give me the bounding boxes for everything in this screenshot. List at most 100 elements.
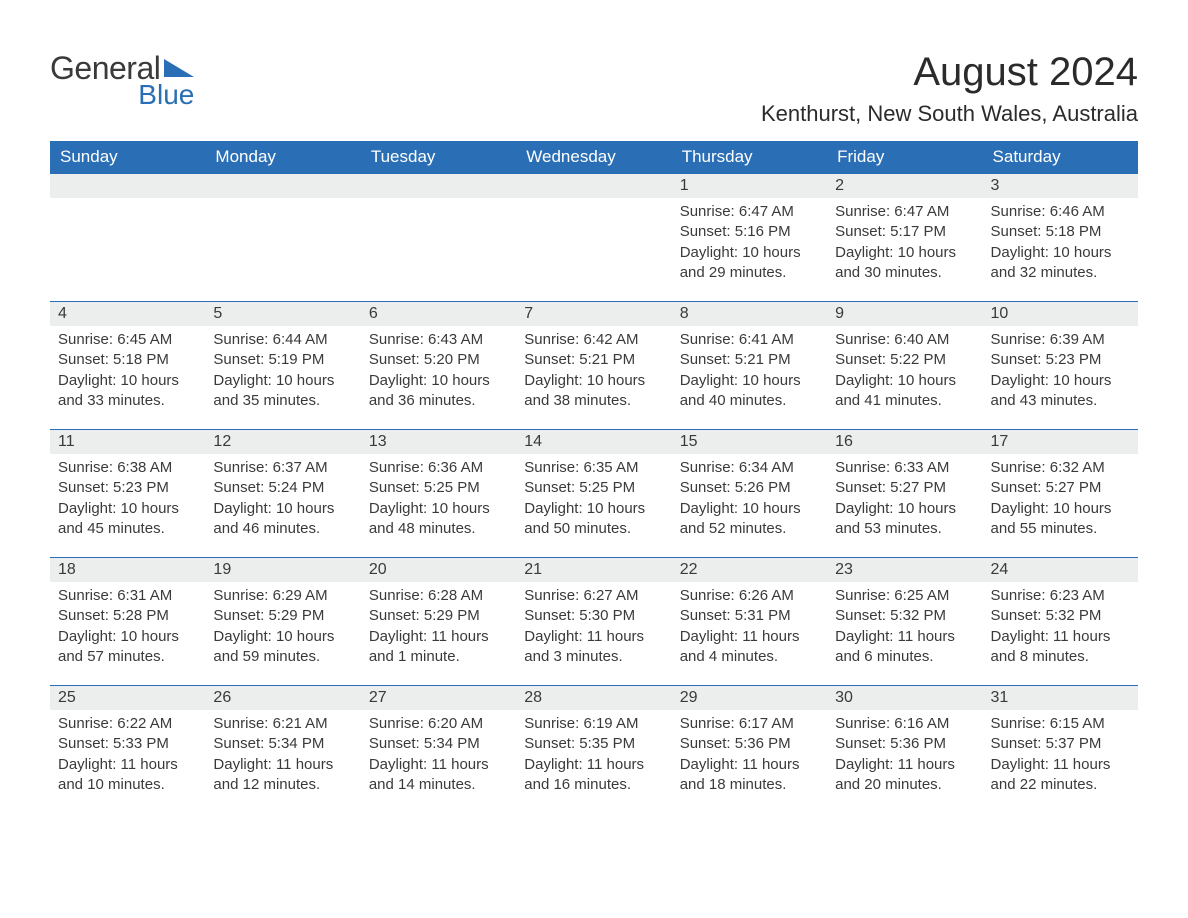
sunrise-text: Sunrise: 6:46 AM (991, 202, 1130, 222)
sunset-text: Sunset: 5:25 PM (369, 478, 508, 498)
sunrise-text: Sunrise: 6:17 AM (680, 714, 819, 734)
daylight-text: Daylight: 11 hours and 4 minutes. (680, 627, 819, 668)
sunrise-text: Sunrise: 6:42 AM (524, 330, 663, 350)
sunrise-text: Sunrise: 6:36 AM (369, 458, 508, 478)
sunrise-text: Sunrise: 6:35 AM (524, 458, 663, 478)
day-number: 27 (361, 686, 516, 710)
sunset-text: Sunset: 5:21 PM (524, 350, 663, 370)
day-number: 18 (50, 558, 205, 582)
day-number: 21 (516, 558, 671, 582)
sunrise-text: Sunrise: 6:31 AM (58, 586, 197, 606)
sunset-text: Sunset: 5:29 PM (369, 606, 508, 626)
day-number: 30 (827, 686, 982, 710)
location: Kenthurst, New South Wales, Australia (761, 101, 1138, 127)
day-body: Sunrise: 6:20 AMSunset: 5:34 PMDaylight:… (361, 710, 516, 813)
sunset-text: Sunset: 5:34 PM (369, 734, 508, 754)
calendar-day: 20Sunrise: 6:28 AMSunset: 5:29 PMDayligh… (361, 558, 516, 686)
sunrise-text: Sunrise: 6:27 AM (524, 586, 663, 606)
daylight-text: Daylight: 11 hours and 14 minutes. (369, 755, 508, 796)
daylight-text: Daylight: 10 hours and 50 minutes. (524, 499, 663, 540)
dow-header-monday: Monday (205, 141, 360, 174)
day-number: 6 (361, 302, 516, 326)
day-number: 2 (827, 174, 982, 198)
day-body: Sunrise: 6:23 AMSunset: 5:32 PMDaylight:… (983, 582, 1138, 685)
day-number: 15 (672, 430, 827, 454)
calendar-day: 25Sunrise: 6:22 AMSunset: 5:33 PMDayligh… (50, 686, 205, 814)
day-body (361, 198, 516, 298)
sunset-text: Sunset: 5:32 PM (835, 606, 974, 626)
day-number: 11 (50, 430, 205, 454)
calendar-day: 6Sunrise: 6:43 AMSunset: 5:20 PMDaylight… (361, 302, 516, 430)
day-number: 10 (983, 302, 1138, 326)
sunset-text: Sunset: 5:36 PM (680, 734, 819, 754)
sunset-text: Sunset: 5:33 PM (58, 734, 197, 754)
daylight-text: Daylight: 10 hours and 36 minutes. (369, 371, 508, 412)
calendar-day: 28Sunrise: 6:19 AMSunset: 5:35 PMDayligh… (516, 686, 671, 814)
daylight-text: Daylight: 10 hours and 30 minutes. (835, 243, 974, 284)
sunset-text: Sunset: 5:26 PM (680, 478, 819, 498)
sunset-text: Sunset: 5:29 PM (213, 606, 352, 626)
calendar-empty (361, 174, 516, 302)
sunset-text: Sunset: 5:34 PM (213, 734, 352, 754)
logo-triangle-icon (164, 55, 194, 82)
sunset-text: Sunset: 5:28 PM (58, 606, 197, 626)
calendar-day: 31Sunrise: 6:15 AMSunset: 5:37 PMDayligh… (983, 686, 1138, 814)
month-title: August 2024 (761, 50, 1138, 95)
daylight-text: Daylight: 10 hours and 46 minutes. (213, 499, 352, 540)
sunset-text: Sunset: 5:37 PM (991, 734, 1130, 754)
day-body: Sunrise: 6:27 AMSunset: 5:30 PMDaylight:… (516, 582, 671, 685)
calendar-row: 1Sunrise: 6:47 AMSunset: 5:16 PMDaylight… (50, 174, 1138, 302)
day-body: Sunrise: 6:29 AMSunset: 5:29 PMDaylight:… (205, 582, 360, 685)
daylight-text: Daylight: 10 hours and 35 minutes. (213, 371, 352, 412)
calendar-day: 26Sunrise: 6:21 AMSunset: 5:34 PMDayligh… (205, 686, 360, 814)
dow-header-thursday: Thursday (672, 141, 827, 174)
day-body: Sunrise: 6:36 AMSunset: 5:25 PMDaylight:… (361, 454, 516, 557)
calendar-table: SundayMondayTuesdayWednesdayThursdayFrid… (50, 141, 1138, 813)
day-body (50, 198, 205, 298)
sunset-text: Sunset: 5:18 PM (58, 350, 197, 370)
sunrise-text: Sunrise: 6:16 AM (835, 714, 974, 734)
sunset-text: Sunset: 5:16 PM (680, 222, 819, 242)
day-body: Sunrise: 6:19 AMSunset: 5:35 PMDaylight:… (516, 710, 671, 813)
day-number: 20 (361, 558, 516, 582)
daylight-text: Daylight: 11 hours and 10 minutes. (58, 755, 197, 796)
sunset-text: Sunset: 5:31 PM (680, 606, 819, 626)
day-number: 22 (672, 558, 827, 582)
day-body: Sunrise: 6:40 AMSunset: 5:22 PMDaylight:… (827, 326, 982, 429)
calendar-day: 24Sunrise: 6:23 AMSunset: 5:32 PMDayligh… (983, 558, 1138, 686)
sunrise-text: Sunrise: 6:33 AM (835, 458, 974, 478)
day-body: Sunrise: 6:22 AMSunset: 5:33 PMDaylight:… (50, 710, 205, 813)
sunset-text: Sunset: 5:25 PM (524, 478, 663, 498)
sunrise-text: Sunrise: 6:23 AM (991, 586, 1130, 606)
daylight-text: Daylight: 11 hours and 1 minute. (369, 627, 508, 668)
day-number: 25 (50, 686, 205, 710)
sunrise-text: Sunrise: 6:19 AM (524, 714, 663, 734)
daylight-text: Daylight: 10 hours and 32 minutes. (991, 243, 1130, 284)
sunrise-text: Sunrise: 6:44 AM (213, 330, 352, 350)
calendar-day: 3Sunrise: 6:46 AMSunset: 5:18 PMDaylight… (983, 174, 1138, 302)
sunset-text: Sunset: 5:24 PM (213, 478, 352, 498)
sunset-text: Sunset: 5:23 PM (991, 350, 1130, 370)
calendar-empty (205, 174, 360, 302)
day-body: Sunrise: 6:47 AMSunset: 5:16 PMDaylight:… (672, 198, 827, 301)
daylight-text: Daylight: 11 hours and 3 minutes. (524, 627, 663, 668)
calendar-day: 7Sunrise: 6:42 AMSunset: 5:21 PMDaylight… (516, 302, 671, 430)
sunrise-text: Sunrise: 6:21 AM (213, 714, 352, 734)
calendar-day: 18 Sunrise: 6:31 AMSunset: 5:28 PMDayligh… (50, 558, 205, 686)
daylight-text: Daylight: 10 hours and 45 minutes. (58, 499, 197, 540)
daylight-text: Daylight: 11 hours and 12 minutes. (213, 755, 352, 796)
calendar-day: 19Sunrise: 6:29 AMSunset: 5:29 PMDayligh… (205, 558, 360, 686)
daylight-text: Daylight: 10 hours and 59 minutes. (213, 627, 352, 668)
dow-header-friday: Friday (827, 141, 982, 174)
daylight-text: Daylight: 10 hours and 57 minutes. (58, 627, 197, 668)
day-body: Sunrise: 6:47 AMSunset: 5:17 PMDaylight:… (827, 198, 982, 301)
day-number: 16 (827, 430, 982, 454)
day-number: 23 (827, 558, 982, 582)
calendar-day: 1Sunrise: 6:47 AMSunset: 5:16 PMDaylight… (672, 174, 827, 302)
daylight-text: Daylight: 10 hours and 33 minutes. (58, 371, 197, 412)
day-body: Sunrise: 6:28 AMSunset: 5:29 PMDaylight:… (361, 582, 516, 685)
daylight-text: Daylight: 10 hours and 53 minutes. (835, 499, 974, 540)
daylight-text: Daylight: 11 hours and 16 minutes. (524, 755, 663, 796)
day-number: 3 (983, 174, 1138, 198)
calendar-row: 25Sunrise: 6:22 AMSunset: 5:33 PMDayligh… (50, 686, 1138, 814)
